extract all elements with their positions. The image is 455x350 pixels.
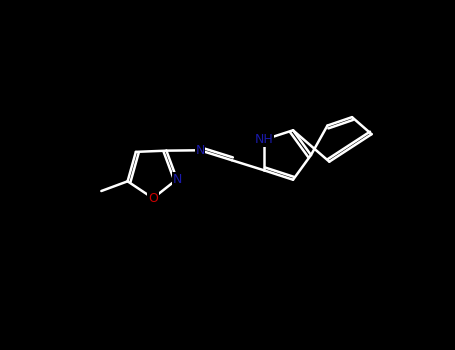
Text: O: O xyxy=(148,192,158,205)
Text: N: N xyxy=(195,144,205,157)
Text: N: N xyxy=(172,173,182,186)
Text: NH: NH xyxy=(255,133,273,146)
